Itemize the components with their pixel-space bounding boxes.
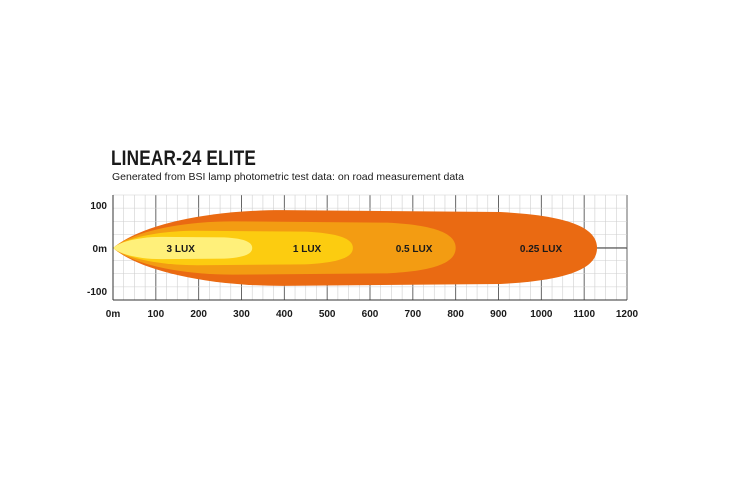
x-tick-label: 700: [404, 309, 421, 320]
chart-subtitle: Generated from BSI lamp photometric test…: [112, 171, 464, 183]
y-tick-labels: 100 0m -100: [87, 201, 107, 298]
x-tick-label: 1000: [530, 309, 553, 320]
x-tick-label: 500: [319, 309, 336, 320]
x-tick-label: 1100: [573, 309, 595, 320]
beam-zone: [113, 236, 253, 260]
chart-axes: [112, 195, 627, 301]
y-tick-label: 0m: [93, 244, 108, 255]
zone-label: 3 LUX: [167, 244, 196, 255]
x-tick-label: 400: [276, 309, 293, 320]
zone-labels: 0.25 LUX 0.5 LUX 1 LUX 3 LUX: [167, 244, 563, 255]
y-tick-label: 100: [90, 201, 107, 212]
x-tick-label: 600: [362, 309, 379, 320]
x-tick-label: 300: [233, 309, 250, 320]
x-tick-label: 0m: [106, 309, 121, 320]
x-tick-label: 1200: [616, 309, 639, 320]
x-tick-label: 200: [190, 309, 207, 320]
y-tick-label: -100: [87, 287, 107, 298]
x-tick-label: 100: [147, 309, 164, 320]
x-tick-labels: 0m 100 200 300 400 500 600 700 800 900 1000 1100 120…: [106, 309, 639, 320]
x-tick-label: 900: [490, 309, 507, 320]
zone-label: 1 LUX: [293, 244, 322, 255]
zone-label: 0.5 LUX: [396, 244, 433, 255]
zone-label: 0.25 LUX: [520, 244, 563, 255]
chart-title: LINEAR-24 ELITE: [111, 147, 257, 170]
beam-zones: [113, 210, 598, 286]
x-tick-label: 800: [447, 309, 464, 320]
